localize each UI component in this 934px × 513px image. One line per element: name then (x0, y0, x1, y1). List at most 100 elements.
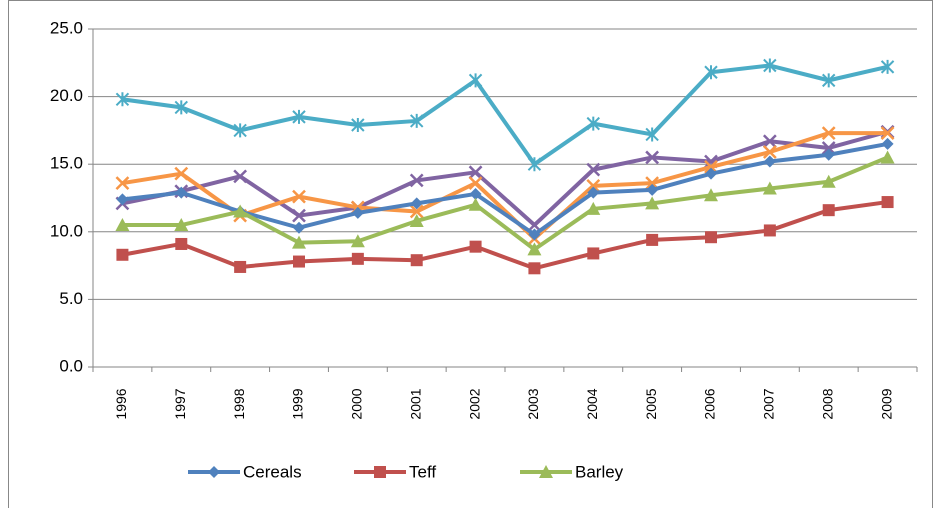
marker (233, 123, 247, 138)
x-tick-label: 1999 (290, 388, 306, 419)
legend-label: Cereals (243, 462, 302, 481)
marker (374, 466, 386, 478)
marker (468, 73, 483, 88)
marker (409, 204, 424, 219)
marker (762, 145, 777, 159)
marker (234, 260, 247, 273)
x-tick-label: 2006 (702, 388, 718, 419)
marker (763, 58, 777, 73)
marker (293, 221, 305, 234)
marker (175, 186, 188, 199)
marker (646, 233, 659, 246)
series-line (122, 63, 889, 167)
marker (115, 176, 130, 191)
y-tick-label: 25.0 (50, 18, 83, 37)
marker (233, 204, 248, 218)
marker (350, 234, 365, 248)
marker (763, 155, 776, 168)
marker (116, 193, 129, 206)
marker (705, 167, 717, 180)
x-tick-label: 2007 (761, 388, 777, 419)
legend-label: Barley (575, 462, 624, 481)
marker (527, 218, 542, 232)
x-tick-label: 1997 (172, 388, 188, 419)
marker (468, 165, 483, 180)
marker (115, 218, 130, 232)
marker (351, 117, 365, 132)
marker (880, 126, 895, 140)
marker (880, 59, 895, 74)
y-tick-label: 20.0 (50, 86, 83, 105)
marker (704, 65, 718, 80)
x-tick-label: 2003 (525, 388, 541, 419)
marker (586, 178, 601, 193)
y-tick-label: 10.0 (50, 221, 83, 240)
marker (822, 148, 835, 161)
marker (587, 186, 600, 199)
y-tick-label: 15.0 (50, 154, 83, 173)
marker (527, 242, 542, 256)
marker (469, 187, 482, 200)
marker (586, 162, 601, 177)
x-tick-label: 2002 (466, 388, 482, 419)
marker (586, 116, 600, 131)
marker (410, 113, 424, 128)
marker (409, 173, 424, 188)
marker (468, 197, 483, 211)
legend-label: Teff (409, 462, 436, 481)
chart-frame (8, 0, 933, 513)
series-line (122, 141, 888, 237)
marker (116, 248, 129, 261)
marker (880, 150, 895, 164)
marker (705, 231, 717, 244)
marker (293, 255, 305, 268)
marker (174, 166, 189, 181)
marker (115, 92, 130, 107)
marker (292, 189, 306, 204)
marker (292, 208, 306, 223)
marker (528, 262, 541, 275)
x-tick-label: 1998 (231, 388, 247, 419)
marker (410, 254, 423, 267)
x-tick-label: 2004 (584, 388, 600, 419)
y-tick-label: 5.0 (59, 289, 83, 308)
marker (233, 169, 248, 184)
marker (881, 196, 894, 209)
y-tick-label: 0.0 (59, 356, 83, 375)
marker (645, 196, 660, 210)
x-tick-label: 1996 (113, 388, 129, 419)
marker (881, 137, 894, 150)
marker (586, 201, 601, 215)
marker (208, 466, 220, 478)
x-tick-label: 2000 (349, 388, 365, 419)
series-line (122, 200, 888, 271)
x-tick-label: 2008 (819, 388, 835, 419)
marker (822, 73, 836, 88)
marker (762, 134, 777, 149)
marker (645, 127, 659, 142)
series-line (122, 129, 889, 228)
x-tick-label: 2009 (878, 388, 894, 419)
marker (528, 228, 541, 241)
marker (821, 174, 836, 188)
marker (821, 126, 836, 140)
x-tick-label: 2001 (407, 388, 423, 419)
marker (175, 237, 188, 250)
marker (351, 252, 364, 265)
marker (704, 188, 718, 202)
marker (469, 240, 482, 253)
marker (292, 109, 306, 124)
marker (527, 157, 542, 172)
marker (587, 247, 600, 260)
marker (409, 213, 424, 227)
marker (822, 204, 835, 217)
x-tick-label: 2005 (643, 388, 659, 419)
marker (646, 183, 659, 196)
marker (174, 218, 189, 232)
series-line (122, 155, 889, 252)
marker (763, 224, 776, 237)
marker (468, 176, 483, 191)
marker (174, 100, 188, 115)
marker (762, 181, 777, 195)
